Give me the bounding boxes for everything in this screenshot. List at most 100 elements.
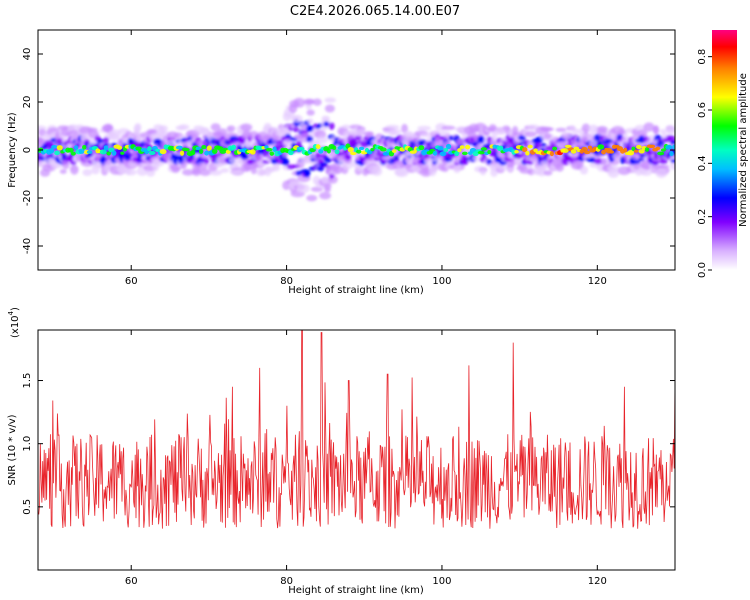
spectrum-halo-blob [572,128,579,133]
x-tick-label: 120 [588,276,607,287]
spectrum-core-blob [199,149,203,154]
spectrogram-ylabel: Frequency (Hz) [7,112,18,188]
spectrum-halo-blob [293,98,305,108]
spectrum-band-blob [103,137,109,143]
svg-text:(x104): (x104) [7,307,21,338]
spectrum-core-blob [348,147,354,152]
colorbar-tick-label: 0.0 [697,262,708,278]
spectrum-halo-blob [618,130,626,135]
x-tick-label: 120 [588,576,607,587]
spectrum-core-blob [669,151,673,156]
spectrum-core-blob [112,151,117,156]
spectrum-core-blob [478,151,485,154]
x-tick-label: 60 [125,276,138,287]
spectrum-core-blob [672,145,676,150]
spectrum-core-blob [266,148,273,152]
spectrum-halo-blob [640,169,652,176]
spectrum-core-blob [481,147,487,151]
spectrum-core-blob [636,145,642,149]
spectrum-halo-blob [307,118,313,124]
spectrum-halo-blob [655,168,667,178]
spectrum-core-blob [87,150,92,154]
spectrum-band-blob [306,125,314,131]
spectrum-halo-blob [653,125,659,134]
x-tick-label: 100 [432,276,451,287]
spectrum-halo-blob [389,129,402,135]
spectrum-core-blob [335,149,340,154]
spectrum-core-blob [446,144,451,149]
spectrum-halo-blob [307,110,315,116]
spectrum-core-blob [160,149,167,154]
spectrum-core-blob [82,145,86,150]
spectrum-core-blob [120,151,124,154]
spectrum-core-blob [332,146,336,150]
spectrum-core-blob [207,145,212,151]
spectrum-core-blob [527,145,532,149]
spectrum-core-blob [597,144,604,149]
spectrum-halo-blob [417,126,431,131]
spectrum-halo-blob [423,168,430,174]
colorbar-tick-label: 0.6 [697,102,708,118]
spectrum-core-blob [437,146,443,151]
spectrum-halo-blob [51,163,59,169]
spectrum-band-blob [329,122,335,129]
colorbar-tick-label: 0.4 [697,155,708,171]
spectrum-halo-blob [82,169,92,176]
spectrum-halo-blob [556,128,567,132]
spectrum-core-blob [650,145,655,149]
spectrum-core-blob [359,147,364,150]
spectrum-core-blob [74,145,78,150]
snr-multiplier-close: ) [10,307,21,311]
spectrum-core-blob [623,148,627,153]
spectrum-halo-blob [608,168,619,178]
spectrum-halo-blob [597,126,607,132]
spectrum-halo-blob [178,124,189,130]
snr-series-line [38,330,675,529]
spectrogram-xlabel: Height of straight line (km) [288,285,424,296]
spectrum-core-blob [201,145,206,149]
spectrum-halo-blob [306,195,317,202]
spectrum-core-blob [71,152,76,156]
spectrum-halo-blob [506,167,514,172]
colorbar-label: Normalized spectral amplitude [738,73,749,227]
spectrum-halo-blob [386,125,400,129]
spectrum-core-blob [316,144,321,149]
spectrum-band-blob [304,170,310,178]
spectrum-core-blob [270,151,274,156]
x-tick-label: 60 [125,576,138,587]
spectrum-halo-blob [342,125,350,130]
spectrum-halo-blob [60,169,67,174]
spectrum-core-blob [525,151,529,156]
spectrum-halo-blob [313,99,322,106]
spectrum-core-blob [185,148,189,151]
spectrum-halo-blob [221,168,229,173]
spectrogram-heatmap [30,97,681,201]
spectrum-halo-blob [480,169,486,176]
spectrum-core-blob [440,151,447,156]
spectrum-core-blob [460,145,465,149]
snr-multiplier-base: (x10 [10,315,21,338]
spectrum-band-blob [326,158,331,163]
spectrum-halo-blob [127,169,137,175]
spectrum-core-blob [54,151,60,156]
spectrum-band-blob [319,162,327,166]
spectrum-halo-blob [134,123,141,132]
spectrum-core-blob [176,146,183,150]
spectrum-core-blob [356,150,362,154]
spectrum-halo-blob [429,166,437,176]
spectrum-halo-blob [160,125,168,132]
spectrum-core-blob [552,147,557,151]
y-tick-label: -20 [22,190,33,206]
spectrum-core-blob [117,146,122,150]
y-tick-label: -40 [22,238,33,254]
spectrum-core-blob [147,146,152,151]
spectrum-core-blob [57,145,63,150]
spectrum-band-blob [670,140,678,145]
spectrum-core-blob [462,152,468,156]
spectrum-halo-blob [394,168,406,175]
spectrum-halo-blob [319,192,331,199]
spectrum-core-blob [392,149,397,153]
spectrum-core-blob [104,145,109,151]
spectrum-band-blob [323,121,329,127]
spectrum-core-blob [656,147,661,151]
